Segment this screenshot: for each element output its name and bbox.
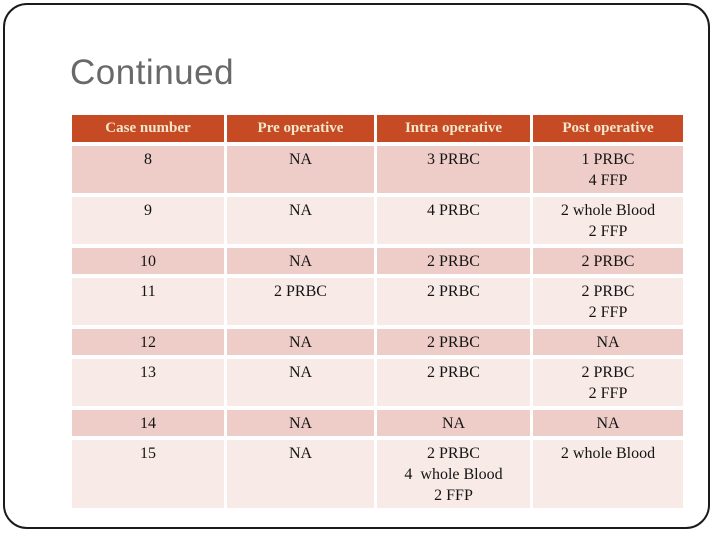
cell-case: 11 [72, 278, 224, 325]
column-header-intra: Intra operative [377, 115, 530, 142]
cell-line: 4 PRBC [427, 202, 480, 219]
cell-line: 2 FFP [588, 304, 628, 321]
cell-line: 8 [144, 151, 152, 168]
cell-pre: 2 PRBC [227, 278, 374, 325]
transfusion-table: Case number Pre operative Intra operative P… [69, 111, 686, 512]
cell-post: 2 PRBC 2 FFP [533, 359, 683, 406]
cell-line: NA [288, 334, 313, 351]
cell-line: 2 PRBC [427, 364, 480, 381]
slide-title: Continued [70, 53, 235, 92]
column-header-pre: Pre operative [227, 115, 374, 142]
table-row: 14 NA NA NA [72, 410, 683, 436]
cell-line: NA [288, 202, 313, 219]
cell-intra: 2 PRBC 4 whole Blood 2 FFP [377, 440, 530, 508]
cell-case: 13 [72, 359, 224, 406]
cell-line: NA [288, 415, 313, 432]
cell-case: 9 [72, 197, 224, 244]
cell-line: 2 PRBC [581, 283, 635, 300]
table-row: 8 NA 3 PRBC 1 PRBC 4 FFP [72, 146, 683, 193]
table-header-row: Case number Pre operative Intra operative P… [72, 115, 683, 142]
cell-line: 2 FFP [588, 223, 628, 240]
cell-intra: 2 PRBC [377, 329, 530, 355]
cell-case: 14 [72, 410, 224, 436]
table-row: 11 2 PRBC 2 PRBC 2 PRBC 2 FFP [72, 278, 683, 325]
cell-line: 11 [140, 283, 156, 300]
cell-line: 12 [140, 334, 156, 351]
cell-case: 10 [72, 248, 224, 274]
cell-line: 9 [144, 202, 152, 219]
cell-line: NA [288, 364, 313, 381]
cell-pre: NA [227, 440, 374, 508]
table-row: 15 NA 2 PRBC 4 whole Blood 2 FFP 2 whole Bloo… [72, 440, 683, 508]
cell-intra: 2 PRBC [377, 248, 530, 274]
slide-border [3, 3, 710, 529]
column-header-post: Post operative [533, 115, 683, 142]
cell-pre: NA [227, 248, 374, 274]
cell-post: 2 whole Blood [533, 440, 683, 508]
column-header-case: Case number [72, 115, 224, 142]
table-row: 9 NA 4 PRBC 2 whole Blood 2 FFP [72, 197, 683, 244]
cell-line: 2 PRBC [581, 253, 635, 270]
cell-line: 10 [140, 253, 156, 270]
cell-post: 1 PRBC 4 FFP [533, 146, 683, 193]
cell-post: 2 PRBC [533, 248, 683, 274]
cell-post: NA [533, 410, 683, 436]
cell-line: 13 [140, 364, 156, 381]
cell-line: 2 PRBC [427, 253, 480, 270]
cell-line: 1 PRBC [581, 151, 635, 168]
cell-line: 2 PRBC [274, 283, 327, 300]
cell-pre: NA [227, 197, 374, 244]
cell-line: 2 PRBC [427, 283, 480, 300]
cell-intra: 4 PRBC [377, 197, 530, 244]
cell-line: 4 whole Blood [404, 466, 503, 483]
table-row: 10 NA 2 PRBC 2 PRBC [72, 248, 683, 274]
cell-line: NA [441, 415, 466, 432]
cell-line: 4 FFP [588, 172, 628, 189]
cell-post: NA [533, 329, 683, 355]
cell-line: NA [288, 445, 313, 462]
cell-line: 2 PRBC [581, 364, 635, 381]
cell-line: NA [596, 415, 620, 432]
cell-line: 2 PRBC [427, 334, 480, 351]
cell-line: 2 whole Blood [560, 445, 656, 462]
cell-intra: NA [377, 410, 530, 436]
cell-intra: 3 PRBC [377, 146, 530, 193]
cell-intra: 2 PRBC [377, 359, 530, 406]
cell-line: NA [596, 334, 620, 351]
cell-line: 2 FFP [434, 487, 473, 504]
table-row: 13 NA 2 PRBC 2 PRBC 2 FFP [72, 359, 683, 406]
cell-pre: NA [227, 146, 374, 193]
cell-post: 2 whole Blood 2 FFP [533, 197, 683, 244]
table-row: 12 NA 2 PRBC NA [72, 329, 683, 355]
cell-pre: NA [227, 359, 374, 406]
cell-case: 8 [72, 146, 224, 193]
cell-line: 3 PRBC [427, 151, 480, 168]
cell-line: 14 [140, 415, 156, 432]
cell-line: 15 [140, 445, 156, 462]
cell-line: NA [288, 151, 313, 168]
cell-pre: NA [227, 329, 374, 355]
cell-line: 2 PRBC [427, 445, 480, 462]
cell-intra: 2 PRBC [377, 278, 530, 325]
cell-line: 2 whole Blood [560, 202, 656, 219]
cell-line: NA [288, 253, 313, 270]
cell-pre: NA [227, 410, 374, 436]
cell-post: 2 PRBC 2 FFP [533, 278, 683, 325]
cell-case: 15 [72, 440, 224, 508]
cell-case: 12 [72, 329, 224, 355]
cell-line: 2 FFP [588, 385, 628, 402]
